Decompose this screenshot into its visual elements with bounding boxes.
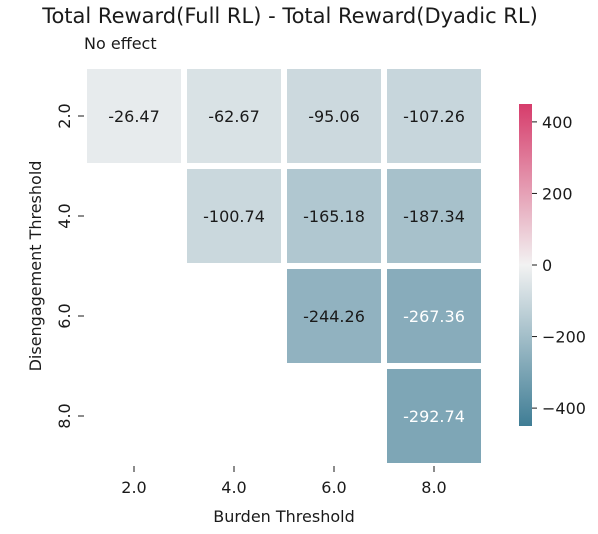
cell-value-label: -26.47	[108, 107, 160, 126]
cell-value-label: -244.26	[303, 307, 365, 326]
y-tick-label: 8.0	[55, 403, 74, 428]
colorbar-ticks: 400 200 0 −200 −400	[532, 113, 586, 418]
heatmap-cell	[287, 169, 381, 263]
y-tick-label: 2.0	[55, 103, 74, 128]
colorbar	[519, 104, 532, 426]
y-tick-label: 6.0	[55, 303, 74, 328]
cell-value-label: -100.74	[203, 207, 265, 226]
y-axis-ticks: 2.0 4.0 6.0 8.0	[55, 103, 84, 429]
heatmap-cell	[87, 69, 181, 163]
heatmap-cell	[387, 69, 481, 163]
x-tick-label: 2.0	[121, 478, 146, 497]
colorbar-tick-label: 200	[542, 184, 573, 203]
x-axis-label: Burden Threshold	[213, 507, 355, 526]
colorbar-tick-label: 0	[542, 256, 552, 275]
heatmap-cells: -26.47 -62.67 -95.06 -107.26 -100.74 -165.18 -…	[87, 69, 481, 463]
y-tick-label: 4.0	[55, 203, 74, 228]
colorbar-tick-label: −400	[542, 399, 586, 418]
cell-value-label: -187.34	[403, 207, 465, 226]
colorbar-tick-label: 400	[542, 113, 573, 132]
x-axis-ticks: 2.0 4.0 6.0 8.0	[121, 466, 447, 497]
heatmap-cell	[387, 169, 481, 263]
heatmap-cell	[387, 369, 481, 463]
chart-title: Total Reward(Full RL) - Total Reward(Dya…	[41, 4, 538, 28]
x-tick-label: 6.0	[321, 478, 346, 497]
cell-value-label: -267.36	[403, 307, 465, 326]
no-effect-annotation: No effect	[84, 34, 157, 53]
heatmap-cell	[387, 269, 481, 363]
cell-value-label: -165.18	[303, 207, 365, 226]
colorbar-tick-label: −200	[542, 328, 586, 347]
heatmap-cell	[187, 169, 281, 263]
y-axis-label: Disengagement Threshold	[26, 161, 45, 372]
heatmap-cell	[187, 69, 281, 163]
x-tick-label: 8.0	[421, 478, 446, 497]
cell-value-label: -107.26	[403, 107, 465, 126]
heatmap-cell	[287, 269, 381, 363]
x-tick-label: 4.0	[221, 478, 246, 497]
heatmap-cell	[287, 69, 381, 163]
cell-value-label: -292.74	[403, 407, 465, 426]
cell-value-label: -95.06	[308, 107, 360, 126]
cell-value-label: -62.67	[208, 107, 260, 126]
